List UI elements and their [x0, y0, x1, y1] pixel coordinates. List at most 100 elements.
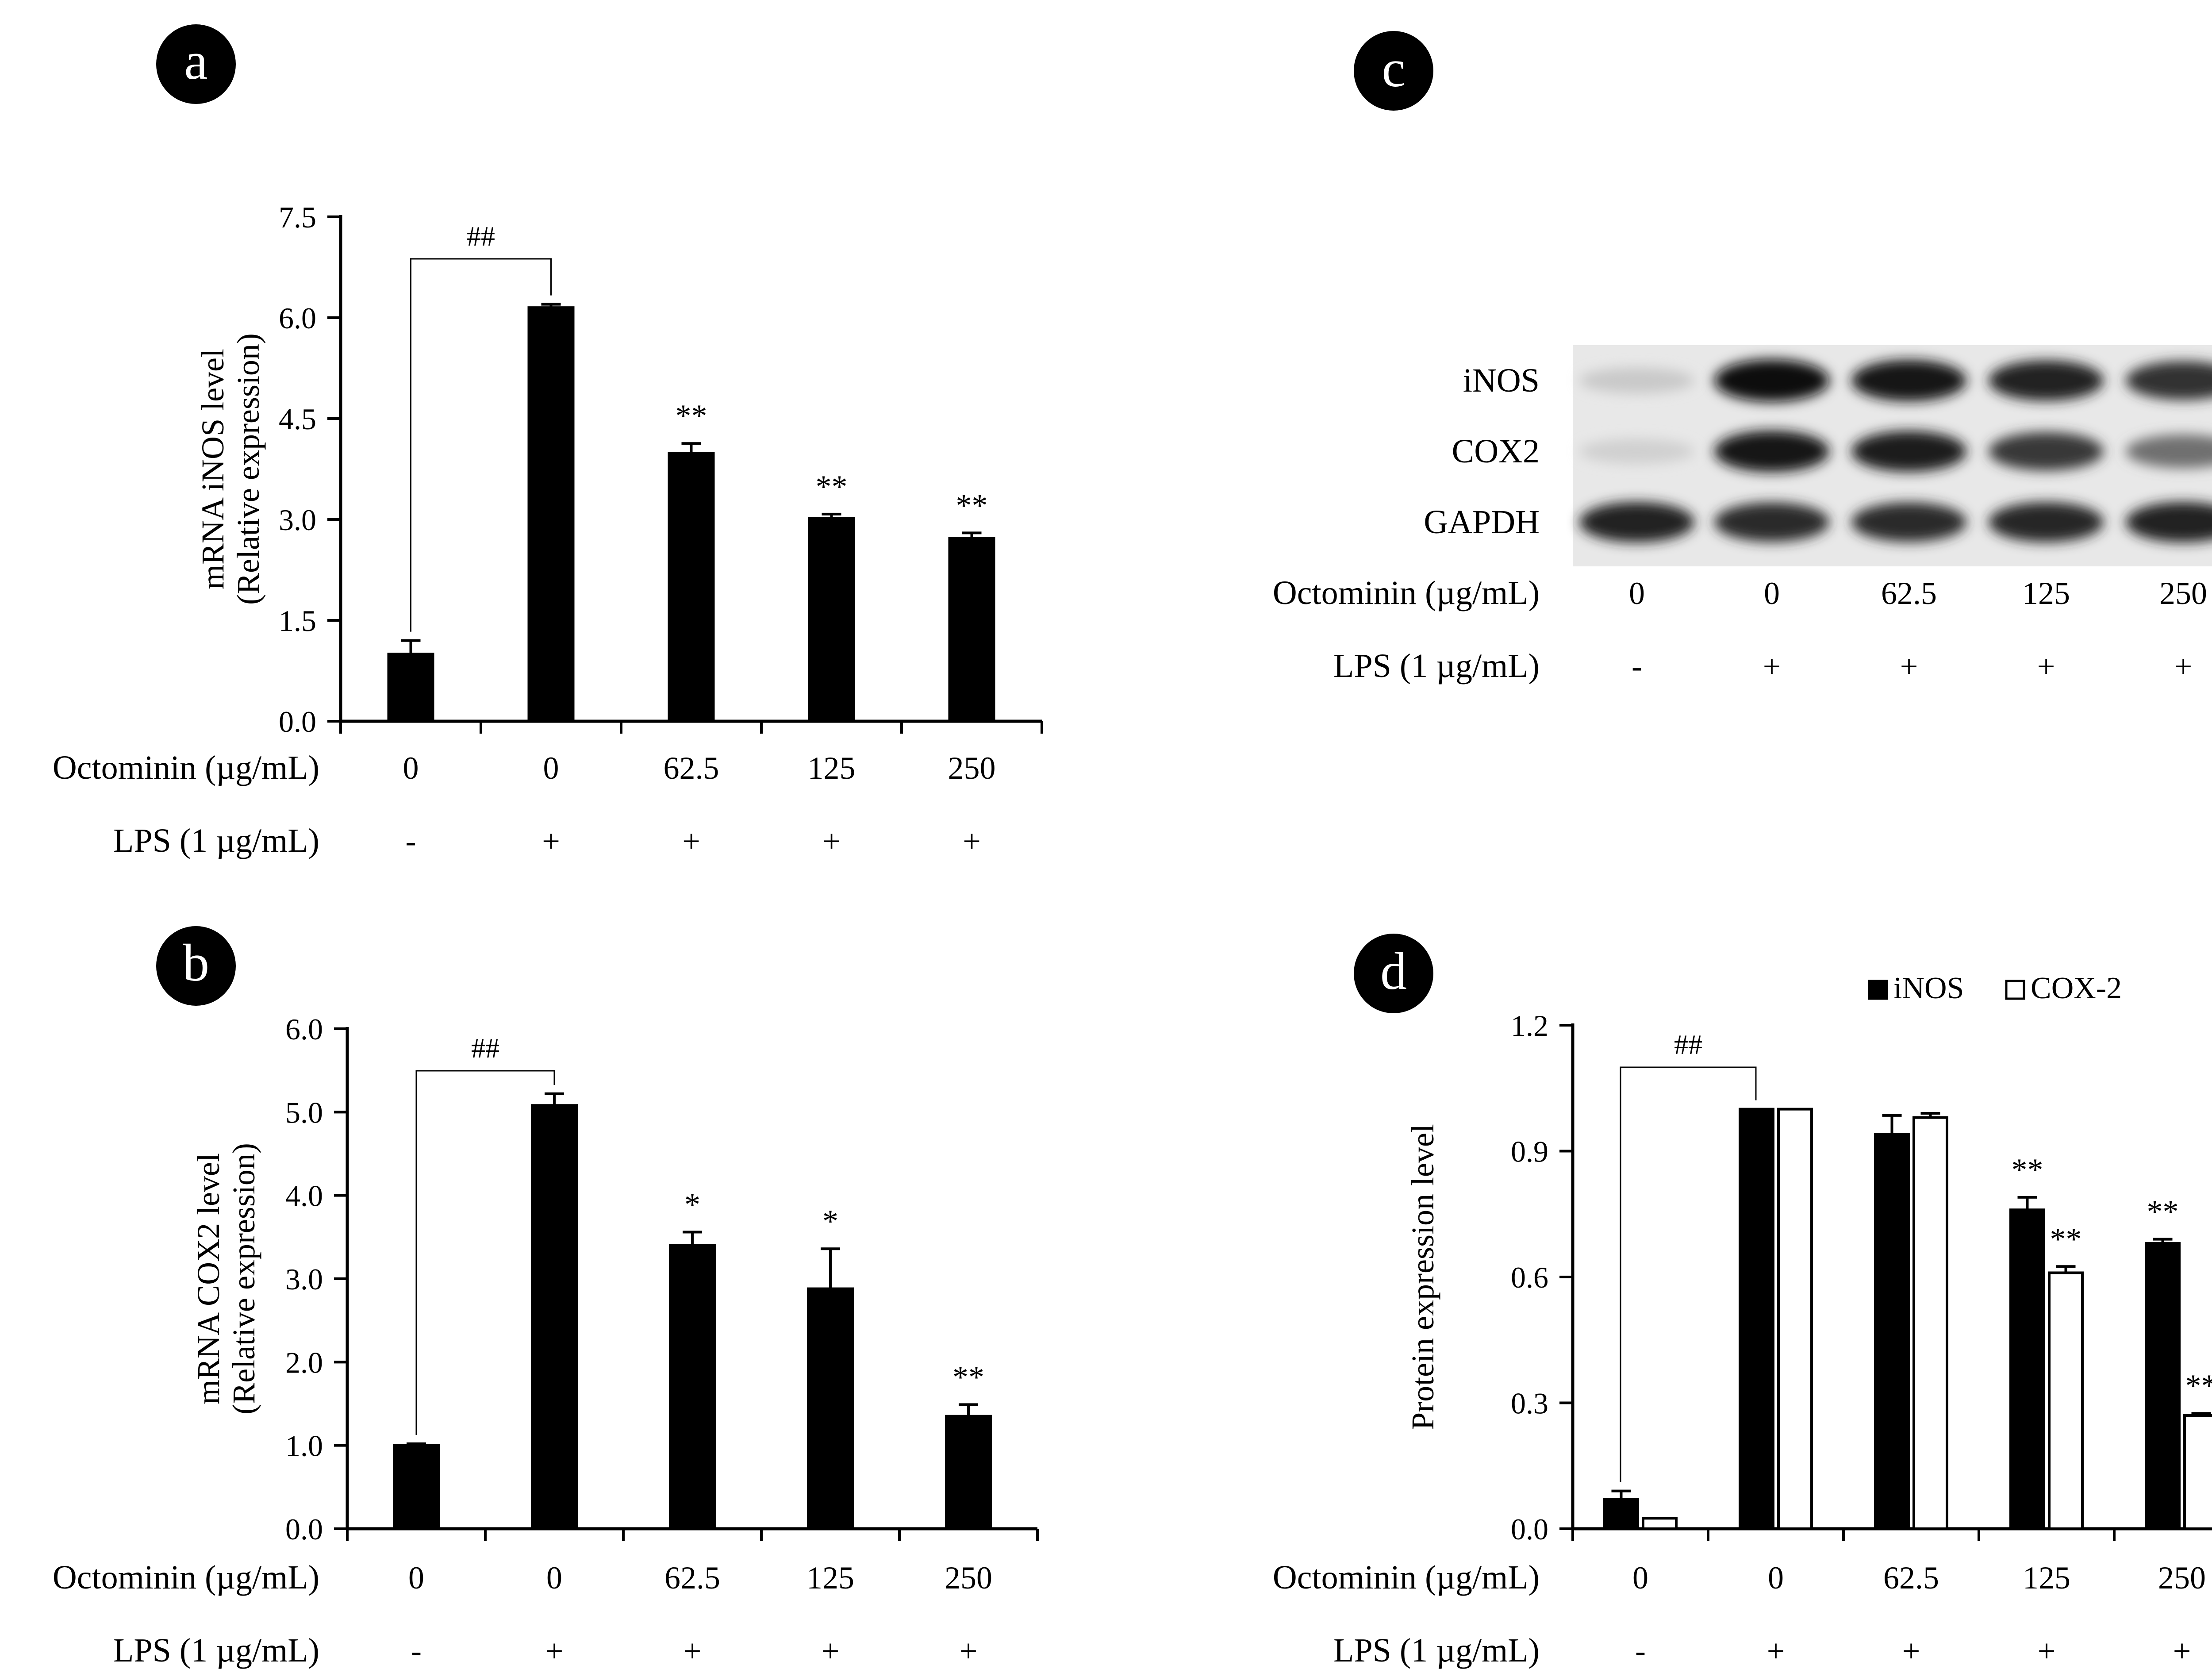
x-tick-label: 0 — [1632, 1560, 1648, 1596]
significance-mark: ** — [956, 488, 988, 523]
blot-dose-label: 62.5 — [1881, 576, 1937, 611]
y-tick-label: 4.0 — [285, 1179, 323, 1213]
legend-swatch — [2005, 980, 2025, 1000]
y-tick-label: 0.9 — [1511, 1135, 1548, 1169]
western-blot — [1573, 345, 2212, 566]
panel-d-letter: d — [1380, 942, 1407, 1000]
panel-c-letter: c — [1382, 39, 1405, 98]
y-tick-label: 6.0 — [285, 1012, 323, 1046]
bar — [1912, 1116, 1948, 1530]
bar — [668, 452, 715, 723]
blot-dose-label: 0 — [1764, 576, 1780, 611]
x-tick-label: 125 — [2023, 1560, 2070, 1596]
bar — [808, 516, 855, 723]
chart-b: 0.0 1.0 2.0 3.0 4.0 5.0 6.0 mRNA COX2 level (Rel… — [191, 1012, 1039, 1669]
panel-d-lps-label: LPS (1 µg/mL) — [1333, 1632, 1540, 1669]
blot-band — [1579, 502, 1694, 542]
significance-bracket — [415, 1070, 555, 1435]
bar — [1874, 1133, 1910, 1530]
blot-row-label: GAPDH — [1424, 504, 1540, 541]
panel-b-lps-label: LPS (1 µg/mL) — [113, 1632, 319, 1669]
lps-label: - — [1635, 1633, 1646, 1669]
x-tick-label: 62.5 — [664, 1560, 720, 1596]
x-tick-label: 0 — [543, 750, 559, 786]
blot-lps-label: + — [2174, 649, 2193, 684]
significance-mark: ** — [2012, 1152, 2043, 1188]
bar — [2048, 1271, 2084, 1530]
x-tick-label: 0 — [1768, 1560, 1784, 1596]
y-tick-label: 0.6 — [1511, 1261, 1548, 1294]
x-tick-label: 0 — [546, 1560, 562, 1596]
blot-lps-label: + — [1900, 649, 1918, 684]
blot-band — [1714, 359, 1829, 402]
blot-row-label: COX2 — [1452, 433, 1540, 470]
western-blot-axis: iNOS COX2 GAPDH 0 - 0 +62.5 +125 +250 + — [1424, 362, 2207, 684]
bar — [393, 1444, 440, 1531]
significance-mark: ** — [2147, 1194, 2179, 1230]
bar — [948, 537, 995, 723]
blot-band — [2126, 434, 2212, 469]
x-tick-label: 125 — [806, 1560, 854, 1596]
blot-lps-label: + — [2037, 649, 2055, 684]
lps-label: + — [2038, 1633, 2056, 1669]
blot-band — [1579, 367, 1694, 394]
bar — [387, 653, 434, 723]
bracket-label: ## — [1674, 1029, 1702, 1060]
legend-label: iNOS — [1893, 971, 1964, 1005]
y-tick-label: 0.0 — [279, 705, 316, 738]
blot-band — [2126, 502, 2212, 542]
lps-label: + — [542, 823, 560, 859]
significance-bracket — [1620, 1066, 1757, 1482]
blot-band — [2126, 361, 2212, 400]
lps-label: + — [545, 1633, 564, 1669]
panel-b-letter: b — [183, 933, 209, 992]
blot-lps-label: - — [1632, 649, 1642, 684]
lps-label: + — [822, 823, 841, 859]
significance-mark: ** — [2185, 1368, 2212, 1404]
x-tick-label: 250 — [945, 1560, 992, 1596]
lps-label: + — [822, 1633, 840, 1669]
panel-d-octominin-label: Octominin (µg/mL) — [1273, 1559, 1540, 1596]
bar — [1739, 1108, 1774, 1531]
lps-label: + — [684, 1633, 702, 1669]
bar — [2145, 1242, 2181, 1530]
lps-label: - — [411, 1633, 422, 1669]
x-tick-label: 250 — [948, 750, 996, 786]
lps-label: + — [1902, 1633, 1920, 1669]
blot-band — [1579, 438, 1694, 464]
blot-band — [1851, 431, 1966, 472]
y-axis-label-line1: mRNA COX2 level — [191, 1153, 226, 1404]
x-tick-label: 0 — [408, 1560, 424, 1596]
bar — [1603, 1498, 1639, 1531]
bar — [531, 1104, 578, 1530]
blot-band — [1714, 502, 1829, 542]
bar — [527, 306, 575, 723]
y-axis-label: Protein expression level — [1405, 1124, 1440, 1430]
bar — [2009, 1208, 2045, 1530]
bracket-label: ## — [467, 220, 495, 252]
lps-label: + — [960, 1633, 978, 1669]
x-tick-label: 62.5 — [664, 750, 719, 786]
blot-lps-label: + — [1763, 649, 1781, 684]
significance-mark: ** — [952, 1359, 984, 1395]
panel-c-lps-label: LPS (1 µg/mL) — [1333, 647, 1540, 685]
y-tick-label: 0.0 — [285, 1512, 323, 1546]
significance-mark: * — [684, 1187, 700, 1223]
blot-row-label: iNOS — [1463, 362, 1540, 399]
y-tick-label: 1.0 — [285, 1429, 323, 1463]
blot-band — [1851, 360, 1966, 401]
lps-label: - — [406, 823, 416, 859]
blot-band — [1989, 360, 2104, 401]
panel-c-octominin-label: Octominin (µg/mL) — [1273, 574, 1540, 612]
panel-a-letter: a — [184, 31, 207, 90]
legend-swatch — [1868, 980, 1888, 1000]
blot-band — [1851, 502, 1966, 542]
blot-band — [1989, 502, 2104, 542]
y-tick-label: 0.0 — [1511, 1512, 1548, 1546]
y-tick-label: 0.3 — [1511, 1387, 1548, 1420]
bar — [1642, 1517, 1678, 1531]
chart-d: 0.0 0.3 0.6 0.9 1.2 Protein expression level 0… — [1405, 971, 2212, 1669]
legend-label: COX-2 — [2031, 971, 2122, 1005]
bar — [1777, 1108, 1813, 1531]
